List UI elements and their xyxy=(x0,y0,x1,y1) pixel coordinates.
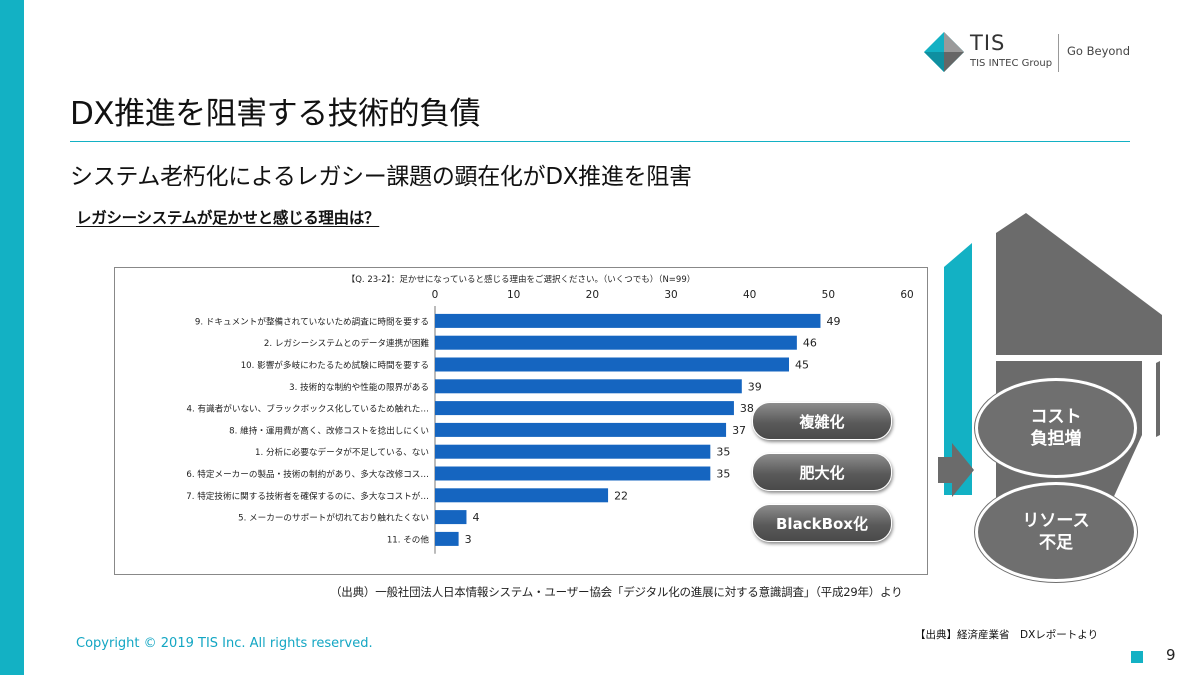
bar xyxy=(435,466,711,481)
bar-chart: 【Q. 23-2】：足かせになっていると感じる理由をご選択ください。（いくつでも… xyxy=(186,274,914,554)
bar xyxy=(435,313,821,328)
data-label: 49 xyxy=(826,315,840,328)
tis-logo: TIS TIS INTEC Group Go Beyond xyxy=(924,30,1134,76)
slide-title: DX推進を阻害する技術的負債 xyxy=(70,96,481,132)
bar xyxy=(435,531,459,546)
roof-shape xyxy=(996,213,1162,355)
wall-edge-shape xyxy=(1156,361,1160,437)
data-label: 35 xyxy=(716,446,730,459)
logo-tagline: Go Beyond xyxy=(1067,44,1130,58)
category-label: 3. 技術的な制約や性能の限界がある xyxy=(289,381,429,393)
data-label: 46 xyxy=(803,337,817,350)
bar xyxy=(435,379,742,394)
category-label: 2. レガシーシステムとのデータ連携が困難 xyxy=(264,337,430,349)
bar xyxy=(435,510,467,525)
bar xyxy=(435,488,609,503)
resource-line2: 不足 xyxy=(1039,533,1073,553)
x-tick-label: 20 xyxy=(586,289,599,301)
data-label: 35 xyxy=(716,468,730,481)
pill-blackbox: BlackBox化 xyxy=(752,504,892,542)
category-label: 6. 特定メーカーの製品・技術の制約があり、多大な改修コス… xyxy=(186,468,429,480)
data-label: 22 xyxy=(614,489,628,502)
bar xyxy=(435,357,789,372)
pill-complexity: 複雑化 xyxy=(752,402,892,440)
teal-wall-shape xyxy=(944,243,972,495)
chart-source: （出典）一般社団法人日本情報システム・ユーザー協会「デジタル化の進展に対する意識… xyxy=(330,585,903,599)
logo-group: TIS INTEC Group xyxy=(970,58,1053,69)
title-underline xyxy=(70,141,1130,142)
page-marker xyxy=(1131,651,1143,663)
x-tick-label: 50 xyxy=(822,289,835,301)
cost-line2: 負担増 xyxy=(1030,429,1082,449)
x-tick-label: 40 xyxy=(743,289,756,301)
resource-shortage-circle: リソース 不足 xyxy=(975,482,1137,582)
left-accent-bar xyxy=(0,0,24,675)
resource-line1: リソース xyxy=(1022,511,1090,531)
category-label: 4. 有識者がいない、ブラックボックス化しているため触れた… xyxy=(187,403,429,415)
arrow-right-icon xyxy=(938,443,974,497)
pill-bloat: 肥大化 xyxy=(752,453,892,491)
chart-heading: レガシーシステムが足かせと感じる理由は？ xyxy=(76,209,380,227)
bar xyxy=(435,335,797,350)
logo-divider xyxy=(1058,34,1059,72)
x-tick-label: 10 xyxy=(507,289,520,301)
data-label: 3 xyxy=(465,533,472,546)
tis-diamond-icon xyxy=(924,32,964,72)
x-tick-label: 0 xyxy=(432,289,439,301)
bar xyxy=(435,401,734,416)
data-label: 45 xyxy=(795,359,809,372)
copyright: Copyright © 2019 TIS Inc. All rights res… xyxy=(76,636,373,651)
category-label: 11. その他 xyxy=(387,533,430,545)
x-tick-label: 30 xyxy=(664,289,677,301)
report-source: 【出典】経済産業省 DXレポートより xyxy=(915,629,1099,641)
category-label: 7. 特定技術に関する技術者を確保するのに、多大なコストが… xyxy=(186,490,429,502)
data-label: 39 xyxy=(748,380,762,393)
bar xyxy=(435,422,727,437)
category-label: 5. メーカーのサポートが切れており触れたくない xyxy=(238,512,429,524)
page-number: 9 xyxy=(1166,646,1176,664)
bar xyxy=(435,444,711,459)
slide-subtitle: システム老朽化によるレガシー課題の顕在化がDX推進を阻害 xyxy=(70,164,692,190)
cost-line1: コスト xyxy=(1030,407,1082,427)
cost-burden-circle: コスト 負担増 xyxy=(975,378,1137,478)
category-label: 10. 影響が多岐にわたるため試験に時間を要する xyxy=(241,359,429,371)
data-label: 38 xyxy=(740,402,754,415)
category-label: 8. 維持・運用費が高く、改修コストを捻出しにくい xyxy=(229,424,429,436)
data-label: 37 xyxy=(732,424,746,437)
logo-name: TIS xyxy=(970,31,1006,55)
category-label: 9. ドキュメントが整備されていないため調査に時間を要する xyxy=(195,315,429,327)
data-label: 4 xyxy=(472,511,479,524)
chart-title: 【Q. 23-2】：足かせになっていると感じる理由をご選択ください。（いくつでも… xyxy=(347,274,696,285)
x-tick-label: 60 xyxy=(900,289,913,301)
category-label: 1. 分析に必要なデータが不足している、ない xyxy=(255,446,429,458)
